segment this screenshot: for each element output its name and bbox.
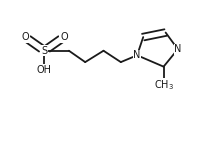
Text: O: O bbox=[60, 32, 67, 42]
Text: OH: OH bbox=[37, 65, 52, 75]
Text: CH$_3$: CH$_3$ bbox=[153, 79, 173, 93]
Text: N: N bbox=[133, 50, 140, 60]
Text: N: N bbox=[173, 44, 181, 54]
Text: O: O bbox=[21, 32, 29, 42]
Text: S: S bbox=[41, 46, 47, 56]
